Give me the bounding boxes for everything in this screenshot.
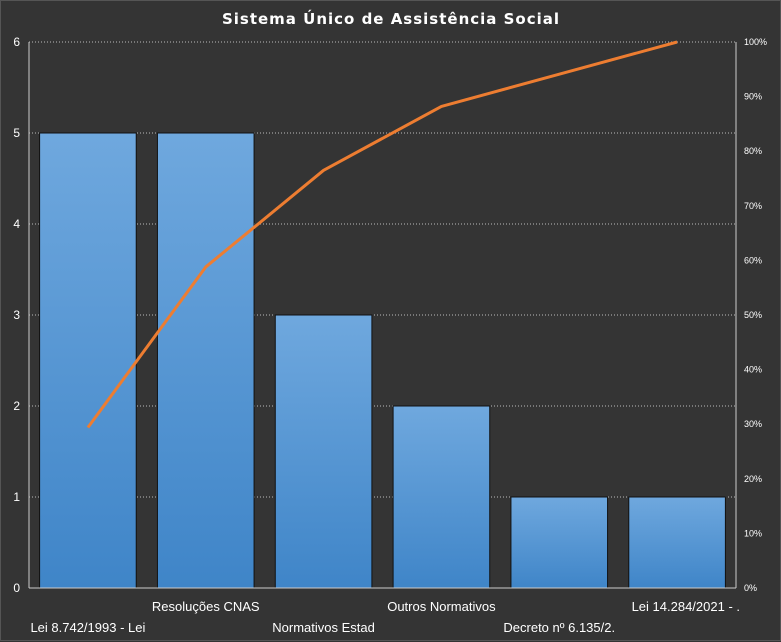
y2-tick-label: 30% <box>744 419 762 429</box>
y-tick-label: 0 <box>13 581 20 595</box>
axes <box>28 42 737 589</box>
y2-tick-label: 40% <box>744 365 762 375</box>
y2-tick-label: 0% <box>744 583 757 593</box>
y-tick-label: 2 <box>13 399 20 413</box>
bar <box>510 496 609 589</box>
bar <box>39 132 137 589</box>
y2-tick-label: 90% <box>744 92 762 102</box>
cumulative-line <box>86 40 678 429</box>
x-tick-label: Decreto nº 6.135/2. <box>503 620 615 635</box>
y-tick-label: 5 <box>13 126 20 140</box>
y2-tick-label: 10% <box>744 528 762 538</box>
cumulative-percent-line <box>86 40 678 429</box>
x-tick-label: Normativos Estad <box>272 620 375 635</box>
x-tick-label: Resoluções CNAS <box>152 599 260 614</box>
x-tick-label: Lei 14.284/2021 - . <box>632 599 740 614</box>
y2-tick-label: 50% <box>744 310 762 320</box>
y2-tick-label: 20% <box>744 474 762 484</box>
bars <box>39 132 726 589</box>
bar <box>628 496 726 589</box>
x-tick-label: Lei 8.742/1993 - Lei <box>30 620 145 635</box>
y-tick-label: 3 <box>13 308 20 322</box>
bar <box>274 314 373 589</box>
y-tick-label: 1 <box>13 490 20 504</box>
y-tick-label: 6 <box>13 35 20 49</box>
x-tick-label: Outros Normativos <box>387 599 496 614</box>
y2-tick-label: 70% <box>744 201 762 211</box>
y2-axis-ticks: 0% 10% 20% 30% 40% 50% 60% 70% 80% 90% 100% <box>744 37 767 593</box>
y-axis-ticks: 0 1 2 3 4 5 6 <box>13 35 20 595</box>
y2-tick-label: 60% <box>744 255 762 265</box>
y2-tick-label: 100% <box>744 37 767 47</box>
x-axis-ticks: Lei 8.742/1993 - Lei Resoluções CNAS Norma… <box>30 599 740 635</box>
chart-title: Sistema Único de Assistência Social <box>222 9 560 28</box>
y-tick-label: 4 <box>13 217 20 231</box>
y2-tick-label: 80% <box>744 146 762 156</box>
bar <box>156 132 255 589</box>
gridlines <box>29 41 736 498</box>
bar <box>392 405 491 589</box>
